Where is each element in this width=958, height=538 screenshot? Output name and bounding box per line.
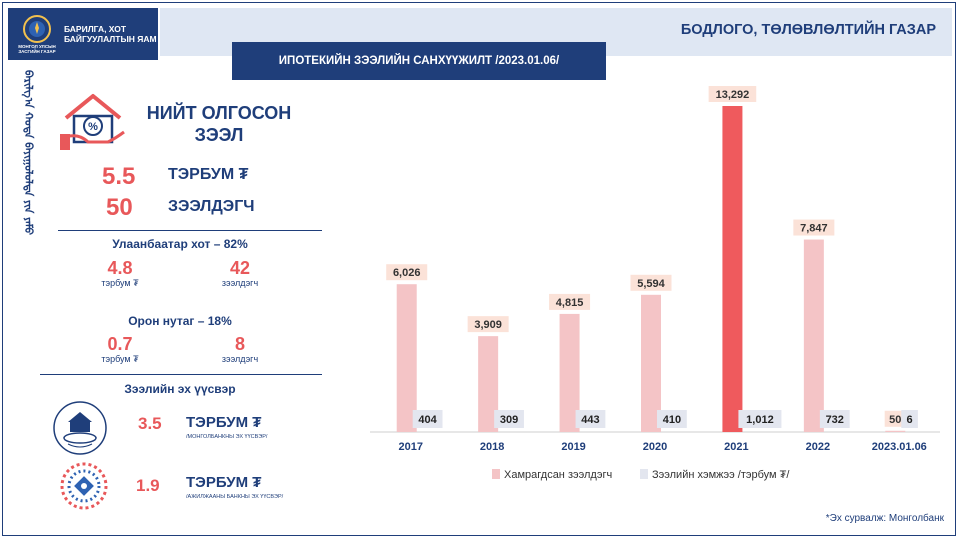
bar-borrowers-2019 bbox=[559, 313, 580, 432]
commercial-source-caption: /АЖИЛЖААНЫ БАНКНЫ ЭХ ҮҮСВЭР/ bbox=[186, 494, 284, 500]
label-borrowers-2019: 4,815 bbox=[556, 297, 584, 309]
label-borrowers-2018: 3,909 bbox=[474, 319, 502, 331]
label-amount-2021: 1,012 bbox=[746, 414, 774, 426]
vertical-script-label: ᠪᠠᠷᠢᠯᠭ᠎ᠠ ᠬᠣᠲᠠ ᠪᠠᠶᠢᠭᠤᠯᠤᠯᠲᠠ ᠶᠢᠨ ᠶᠠᠮᠤ bbox=[21, 70, 35, 235]
x-tick-2021: 2021 bbox=[724, 441, 748, 453]
label-borrowers-2020: 5,594 bbox=[637, 278, 665, 290]
ulaanbaatar-borrowers-unit: зээлдэгч bbox=[221, 278, 259, 288]
label-amount-2018: 309 bbox=[500, 414, 518, 426]
commercial-source-value: 1.9 bbox=[136, 476, 160, 495]
rural-borrowers: 8 bbox=[234, 334, 245, 354]
ulaanbaatar-borrowers: 42 bbox=[229, 258, 251, 278]
total-amount-unit: ТЭРБУМ ₮ bbox=[168, 166, 249, 183]
total-borrowers-unit: ЗЭЭЛДЭГЧ bbox=[168, 198, 255, 215]
label-bg-borrowers-2021 bbox=[708, 86, 757, 102]
bar-borrowers-2020 bbox=[641, 294, 661, 432]
rural-amount-unit: тэрбум ₮ bbox=[101, 354, 139, 364]
x-tick-2019: 2019 bbox=[561, 441, 585, 453]
bar-amount-2019 bbox=[575, 410, 606, 428]
bar-borrowers-2022 bbox=[803, 239, 824, 432]
source-footnote: *Эх сурвалж: Монголбанк bbox=[825, 513, 944, 524]
rural-borrowers-unit: зээлдэгч bbox=[221, 354, 259, 364]
mortgage-financing-chart: 6,026 404 2017 3,909 309 2018 4,815 443 2019 5,59… bbox=[370, 86, 940, 481]
rural-title: Орон нутаг – 18% bbox=[128, 314, 232, 328]
bar-amount-2021 bbox=[738, 410, 782, 428]
emblem-caption: МОНГОЛ УЛСЫН ЗАСГИЙН ГАЗАР bbox=[18, 44, 56, 54]
commercial-bank-logo-icon bbox=[60, 462, 108, 510]
x-tick-2023.01.06: 2023.01.06 bbox=[872, 441, 927, 453]
label-bg-borrowers-2023.01.06 bbox=[884, 410, 906, 427]
ministry-logo: МОНГОЛ УЛСЫН ЗАСГИЙН ГАЗАР БАРИЛГА, ХОТ … bbox=[8, 8, 158, 60]
label-bg-borrowers-2019 bbox=[549, 293, 591, 310]
house-percent-icon: % bbox=[60, 94, 125, 150]
bar-amount-2018 bbox=[494, 410, 524, 428]
label-borrowers-2021: 13,292 bbox=[716, 89, 750, 101]
mongolbank-source-value: 3.5 bbox=[138, 414, 162, 433]
ulaanbaatar-amount: 4.8 bbox=[107, 258, 133, 278]
bar-borrowers-2021 bbox=[722, 106, 743, 432]
x-tick-2020: 2020 bbox=[643, 441, 667, 453]
ulaanbaatar-title: Улаанбаатар хот – 82% bbox=[112, 237, 248, 251]
label-borrowers-2022: 7,847 bbox=[800, 223, 828, 235]
x-tick-2018: 2018 bbox=[480, 441, 504, 453]
mongolbank-logo-icon bbox=[53, 401, 107, 455]
total-loans-title: НИЙТ ОЛГОСОН ЗЭЭЛ bbox=[146, 103, 292, 145]
svg-text:%: % bbox=[88, 121, 98, 133]
bar-amount-2023.01.06 bbox=[901, 410, 918, 428]
legend-label-amount: Зээлийн хэмжээ /тэрбум ₮/ bbox=[652, 469, 790, 481]
ulaanbaatar-amount-unit: тэрбум ₮ bbox=[101, 278, 139, 288]
label-borrowers-2023.01.06: 50 bbox=[889, 414, 901, 426]
bar-amount-2020 bbox=[657, 410, 687, 428]
total-borrowers-value: 50 bbox=[106, 194, 133, 221]
legend-swatch-amount bbox=[640, 469, 648, 479]
bar-borrowers-2017 bbox=[396, 284, 417, 432]
legend-label-borrowers: Хамрагдсан зээлдэгч bbox=[504, 469, 612, 481]
x-tick-2017: 2017 bbox=[398, 441, 422, 453]
rural-amount: 0.7 bbox=[107, 334, 133, 354]
label-bg-borrowers-2020 bbox=[630, 274, 672, 291]
commercial-source-unit: ТЭРБУМ ₮ bbox=[186, 474, 262, 491]
divider-1 bbox=[58, 230, 322, 231]
bar-borrowers-2023.01.06 bbox=[885, 430, 906, 432]
bar-borrowers-2018 bbox=[478, 336, 499, 432]
chart-title: ИПОТЕКИЙН ЗЭЭЛИЙН САНХҮҮЖИЛТ /2023.01.06… bbox=[232, 42, 606, 80]
legend-swatch-borrowers bbox=[492, 469, 500, 479]
label-bg-borrowers-2017 bbox=[386, 264, 428, 281]
loan-sources-title: Зээлийн эх үүсвэр bbox=[124, 382, 236, 396]
label-amount-2022: 732 bbox=[826, 414, 844, 426]
label-borrowers-2017: 6,026 bbox=[393, 267, 421, 279]
mongolian-script-text: ᠪᠠᠷᠢᠯᠭ᠎ᠠ ᠬᠣᠲᠠ ᠪᠠᠶᠢᠭᠤᠯᠤᠯᠲᠠ ᠶᠢᠨ ᠶᠠᠮᠤ bbox=[21, 70, 35, 235]
label-bg-borrowers-2022 bbox=[793, 219, 835, 236]
state-emblem-icon: МОНГОЛ УЛСЫН ЗАСГИЙН ГАЗАР bbox=[14, 12, 60, 56]
label-amount-2019: 443 bbox=[581, 414, 599, 426]
divider-2 bbox=[40, 374, 322, 375]
label-amount-2023.01.06: 6 bbox=[907, 414, 913, 426]
total-amount-value: 5.5 bbox=[102, 163, 136, 190]
department-title: БОДЛОГО, ТӨЛӨВЛӨЛТИЙН ГАЗАР bbox=[680, 22, 936, 38]
mongolbank-source-unit: ТЭРБУМ ₮ bbox=[186, 414, 262, 431]
ministry-name: БАРИЛГА, ХОТ БАЙГУУЛАЛТЫН ЯАМ bbox=[64, 24, 157, 44]
label-amount-2017: 404 bbox=[418, 414, 437, 426]
label-amount-2020: 410 bbox=[663, 414, 681, 426]
bar-amount-2017 bbox=[412, 410, 443, 428]
mongolbank-source-caption: /МОНГОЛБАНКНЫ ЭХ ҮҮСВЭР/ bbox=[186, 434, 268, 440]
bar-amount-2022 bbox=[819, 410, 850, 428]
label-bg-borrowers-2018 bbox=[467, 316, 509, 333]
x-tick-2022: 2022 bbox=[806, 441, 830, 453]
